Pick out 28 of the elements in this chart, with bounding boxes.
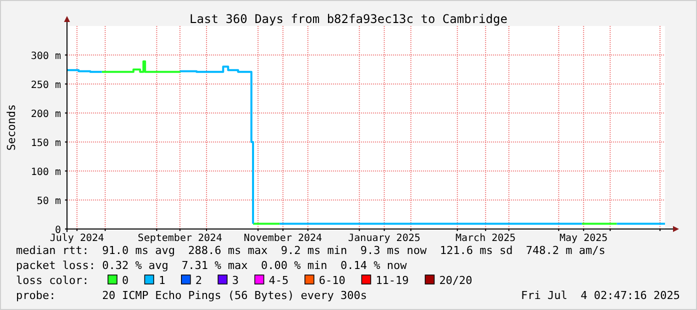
legend-title: loss color: (16, 274, 89, 287)
y-axis-title: Seconds (5, 104, 18, 151)
x-tick-label: July 2024 (50, 233, 104, 244)
legend-label: 4-5 (268, 274, 289, 287)
y-tick-label: 0 (54, 225, 61, 236)
x-tick-label: January 2025 (348, 233, 420, 244)
legend-label: 0 (122, 274, 129, 287)
x-tick-label: March 2025 (455, 233, 516, 244)
y-tick-label: 250 m (30, 80, 61, 91)
legend-label: 20/20 (439, 274, 472, 287)
x-tick-label: November 2024 (244, 233, 322, 244)
x-tick-label: September 2024 (138, 233, 222, 244)
text: probe: 20 ICMP Echo Pings (56 Bytes) every 300s (16, 289, 367, 302)
chart-title: Last 360 Days from b82fa93ec13c to Cambridge (190, 12, 508, 26)
text: packet loss: 0.32 % avg 7.31 % max 0.00 % min 0.14 % now (16, 259, 408, 272)
legend-label: 1 (158, 274, 166, 287)
y-tick-label: 100 m (30, 167, 61, 178)
legend-label: 11-19 (376, 274, 409, 287)
x-tick-label: May 2025 (560, 233, 608, 244)
legend-label: 2 (195, 274, 202, 287)
y-tick-label: 50 m (36, 196, 61, 207)
legend-label: 6-10 (318, 274, 346, 287)
text: median rtt: 91.0 ms avg 288.6 ms max 9.2 ms min 9.3 ms now 121.6 ms sd 748.2 m am/s (16, 244, 606, 257)
legend-label: 3 (232, 274, 239, 287)
text: Fri Jul 4 02:47:16 2025 (521, 289, 680, 302)
y-tick-label: 300 m (30, 51, 61, 62)
y-tick-label: 150 m (30, 138, 61, 149)
y-tick-label: 200 m (30, 109, 61, 120)
